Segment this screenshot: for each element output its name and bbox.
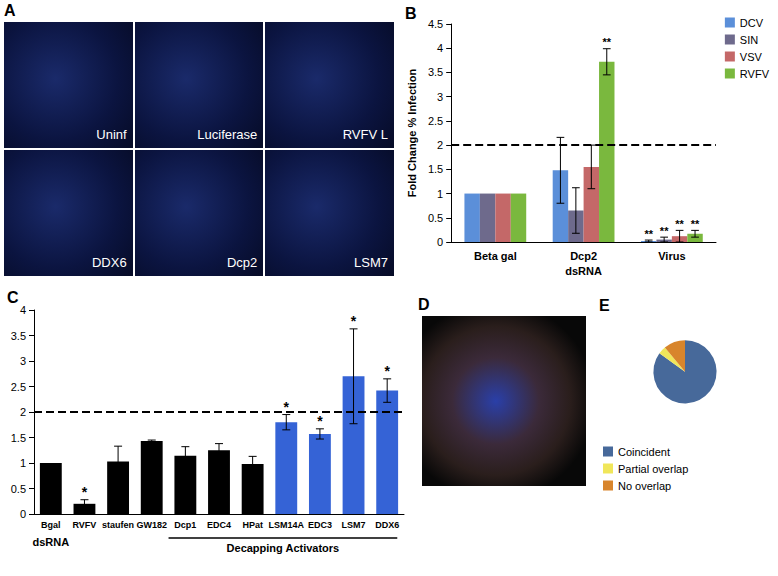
svg-text:VSV: VSV [740,51,763,63]
svg-text:RVFV: RVFV [73,520,97,530]
svg-text:Partial overlap: Partial overlap [618,463,688,475]
svg-text:**: ** [644,228,653,240]
svg-text:4: 4 [20,304,26,316]
svg-text:0: 0 [20,508,26,520]
svg-text:E: E [599,297,610,314]
html-text:A: A [4,2,16,19]
svg-text:SIN: SIN [740,34,758,46]
svg-text:4.5: 4.5 [428,18,443,30]
svg-text:EDC4: EDC4 [207,520,231,530]
svg-text:1.5: 1.5 [428,163,443,175]
html-text:DDX6: DDX6 [92,255,127,270]
svg-text:*: * [82,484,88,500]
svg-text:2: 2 [437,139,443,151]
html-text:LSM7: LSM7 [354,255,388,270]
svg-text:4: 4 [437,42,443,54]
svg-text:LSM7: LSM7 [342,520,366,530]
svg-text:**: ** [602,36,611,48]
svg-text:**: ** [660,225,669,237]
svg-text:**: ** [691,218,700,230]
svg-text:0: 0 [437,236,443,248]
svg-text:HPat: HPat [242,520,263,530]
svg-text:*: * [384,363,390,379]
html-text:Dcp2: Dcp2 [227,255,258,270]
svg-text:1: 1 [437,188,443,200]
svg-text:Coincident: Coincident [618,446,670,458]
svg-text:DDX6: DDX6 [375,520,399,530]
svg-text:dsRNA: dsRNA [32,536,69,548]
svg-text:DCV: DCV [740,17,764,29]
html-text:D: D [418,296,430,313]
svg-text:*: * [284,399,290,415]
html-text:Luciferase: Luciferase [197,127,258,142]
svg-text:3.5: 3.5 [428,66,443,78]
svg-text:**: ** [675,218,684,230]
svg-text:Decapping Activators: Decapping Activators [227,542,340,554]
svg-text:0.5: 0.5 [428,212,443,224]
svg-text:LSM14A: LSM14A [269,520,305,530]
svg-text:B: B [405,5,417,22]
svg-text:C: C [7,289,19,306]
svg-text:EDC3: EDC3 [308,520,332,530]
svg-text:Fold Change % Infection: Fold Change % Infection [406,69,418,198]
svg-text:1: 1 [20,457,26,469]
svg-text:0.5: 0.5 [11,483,26,495]
svg-text:Bgal: Bgal [41,520,61,530]
svg-text:3: 3 [437,91,443,103]
svg-text:Dcp2: Dcp2 [570,250,597,262]
svg-text:RVFV: RVFV [740,68,770,80]
svg-text:*: * [351,313,357,329]
svg-text:2.5: 2.5 [428,115,443,127]
svg-text:GW182: GW182 [136,520,167,530]
svg-text:3: 3 [20,355,26,367]
svg-text:Beta gal: Beta gal [474,250,517,262]
svg-text:No overlap: No overlap [618,480,671,492]
svg-text:1.5: 1.5 [11,432,26,444]
svg-text:3.5: 3.5 [11,330,26,342]
svg-text:Virus: Virus [658,250,685,262]
svg-text:*: * [317,413,323,429]
html-text:RVFV L: RVFV L [342,127,388,142]
svg-text:2: 2 [20,406,26,418]
svg-text:2.5: 2.5 [11,381,26,393]
svg-text:Dcp1: Dcp1 [174,520,196,530]
svg-text:dsRNA: dsRNA [565,265,602,277]
html-text:Uninf: Uninf [96,127,127,142]
svg-text:staufen: staufen [102,520,134,530]
